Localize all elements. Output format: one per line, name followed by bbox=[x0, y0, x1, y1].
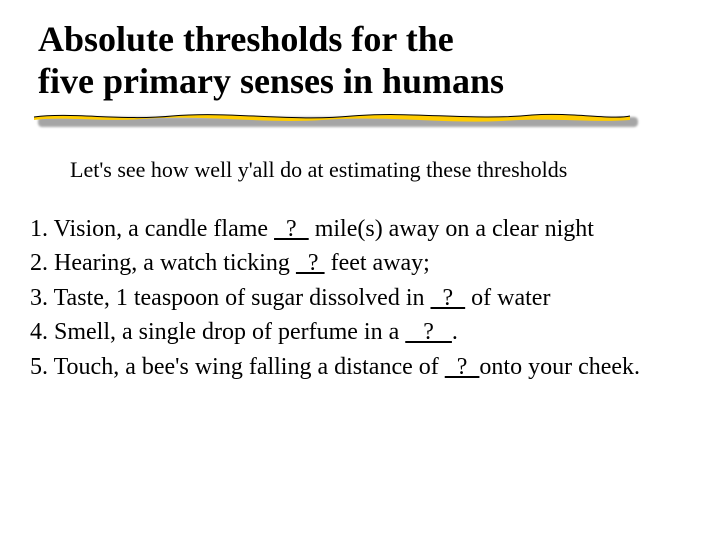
item-text-post: feet away; bbox=[325, 250, 430, 276]
subtitle: Let's see how well y'all do at estimatin… bbox=[70, 157, 692, 183]
title-line-1: Absolute thresholds for the bbox=[38, 18, 692, 60]
item-text-pre: Smell, a single drop of perfume in a bbox=[48, 319, 405, 345]
title-underline bbox=[32, 111, 652, 139]
item-number: 3. bbox=[30, 285, 48, 311]
threshold-list: 1. Vision, a candle flame ? mile(s) away… bbox=[30, 213, 692, 383]
list-item: 3. Taste, 1 teaspoon of sugar dissolved … bbox=[30, 282, 692, 314]
title-line-2: five primary senses in humans bbox=[38, 60, 692, 102]
fill-blank: ? bbox=[274, 216, 309, 242]
item-text-pre: Hearing, a watch ticking bbox=[48, 250, 296, 276]
item-text-pre: Taste, 1 teaspoon of sugar dissolved in bbox=[48, 285, 431, 311]
fill-blank: ? bbox=[405, 319, 452, 345]
item-text-pre: Touch, a bee's wing falling a distance o… bbox=[48, 354, 445, 380]
brush-path bbox=[34, 114, 630, 121]
fill-blank: ? bbox=[445, 354, 480, 380]
list-item: 2. Hearing, a watch ticking ? feet away; bbox=[30, 247, 692, 279]
list-item: 4. Smell, a single drop of perfume in a … bbox=[30, 316, 692, 348]
item-text-post: . bbox=[452, 319, 458, 345]
item-text-post: mile(s) away on a clear night bbox=[309, 216, 594, 242]
item-number: 2. bbox=[30, 250, 48, 276]
brush-stroke-icon bbox=[32, 111, 632, 123]
page-title: Absolute thresholds for the five primary… bbox=[38, 18, 692, 103]
item-number: 1. bbox=[30, 216, 48, 242]
item-text-post: of water bbox=[465, 285, 550, 311]
item-text-pre: Vision, a candle flame bbox=[48, 216, 274, 242]
slide-container: Absolute thresholds for the five primary… bbox=[0, 0, 720, 383]
item-number: 4. bbox=[30, 319, 48, 345]
item-text-post: onto your cheek. bbox=[479, 354, 640, 380]
list-item: 5. Touch, a bee's wing falling a distanc… bbox=[30, 351, 692, 383]
fill-blank: ? bbox=[431, 285, 466, 311]
list-item: 1. Vision, a candle flame ? mile(s) away… bbox=[30, 213, 692, 245]
item-number: 5. bbox=[30, 354, 48, 380]
fill-blank: ? bbox=[296, 250, 325, 276]
